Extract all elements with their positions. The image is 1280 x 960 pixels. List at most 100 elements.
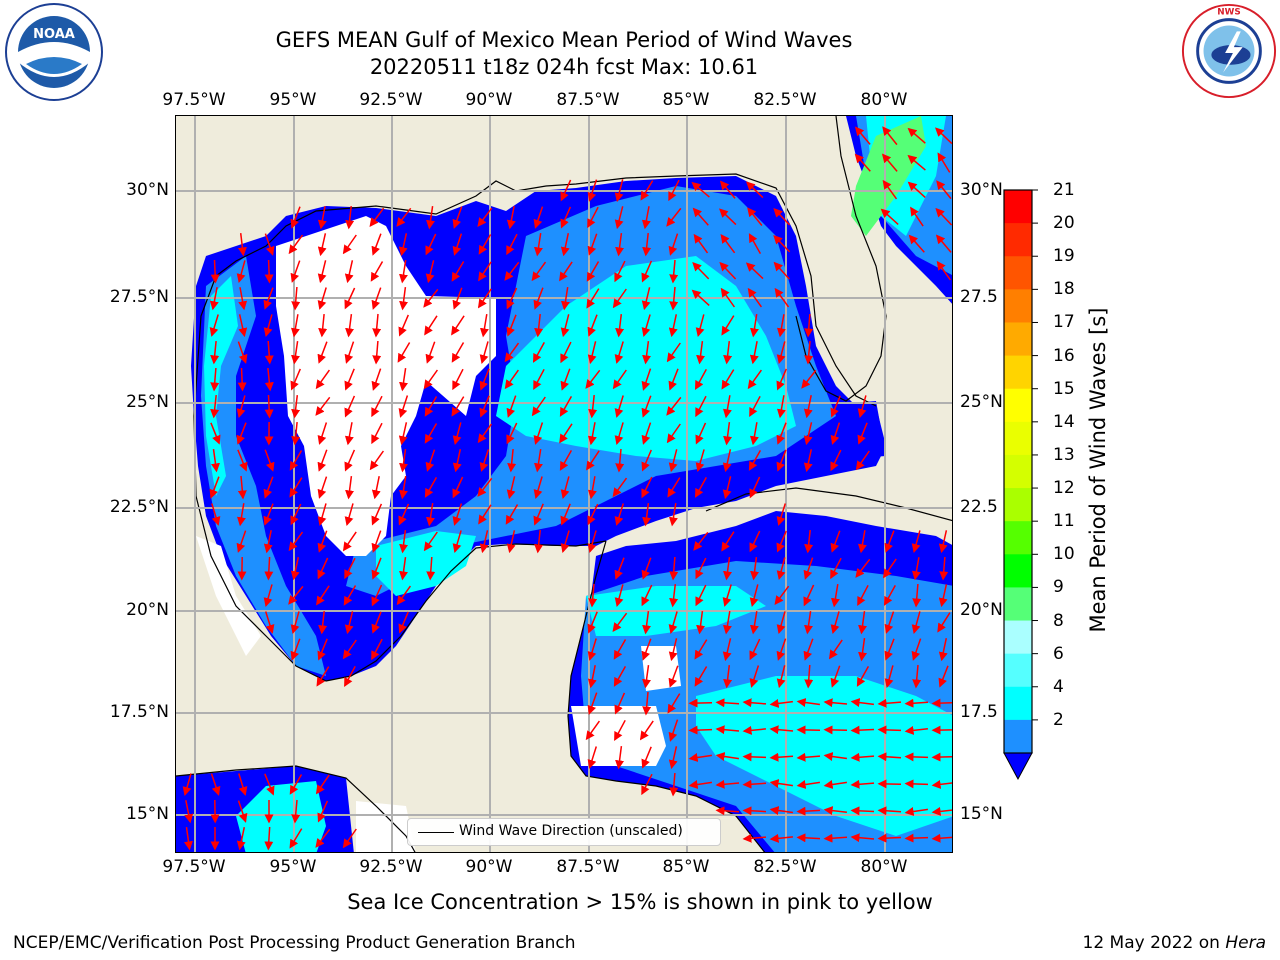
colorbar-tick-label: 18 (1053, 279, 1075, 300)
direction-arrow (856, 666, 870, 687)
direction-arrow (720, 233, 736, 254)
direction-arrow (769, 725, 794, 735)
direction-arrow (858, 637, 867, 662)
direction-arrow (533, 422, 544, 445)
direction-arrow (560, 530, 570, 553)
no-data-region-2 (571, 706, 666, 766)
direction-arrow (317, 422, 328, 445)
direction-arrow (742, 779, 767, 789)
direction-arrow (641, 584, 653, 607)
direction-arrow (290, 611, 300, 635)
direction-arrow (210, 422, 221, 445)
direction-arrow (804, 664, 814, 689)
direction-arrow (803, 638, 814, 661)
footer-host: Hera (1225, 933, 1266, 953)
direction-arrow (533, 503, 544, 526)
direction-arrow (666, 423, 681, 444)
direction-arrow (237, 341, 248, 364)
direction-arrow (746, 181, 764, 199)
direction-arrow (317, 287, 327, 310)
direction-arrow (742, 752, 767, 762)
direction-arrow (911, 611, 921, 635)
direction-arrow (452, 449, 462, 473)
direction-arrow (425, 260, 435, 284)
direction-arrow (858, 610, 867, 635)
direction-arrow (426, 556, 436, 581)
direction-arrow (776, 395, 786, 419)
direction-arrow (288, 234, 304, 255)
direction-arrow (911, 530, 921, 554)
direction-arrow (372, 313, 382, 338)
direction-arrow (264, 556, 274, 581)
direction-arrow (342, 828, 357, 849)
direction-arrow (585, 369, 601, 389)
direction-arrow (823, 752, 848, 761)
direction-arrow (506, 287, 518, 310)
direction-arrow (747, 287, 763, 308)
svg-text:NOAA: NOAA (33, 27, 75, 42)
direction-arrow (667, 693, 681, 714)
direction-arrow (850, 833, 875, 843)
colorbar-tick-label: 14 (1053, 411, 1075, 432)
direction-arrow (749, 395, 761, 418)
direction-arrow (749, 584, 759, 608)
direction-arrow (344, 260, 354, 284)
direction-arrow (850, 779, 875, 789)
direction-arrow (560, 341, 572, 364)
direction-arrow (209, 476, 220, 499)
colorbar-segment (1004, 554, 1032, 588)
direction-arrow (830, 449, 842, 472)
direction-arrow (804, 530, 814, 554)
direction-arrow (614, 503, 625, 526)
wind-wave-direction-arrows (182, 126, 952, 851)
lat-label-left: 17.5°N (109, 702, 169, 722)
direction-arrow (804, 340, 814, 365)
direction-arrow (264, 773, 275, 796)
direction-arrow (534, 448, 543, 473)
direction-arrow (880, 208, 899, 225)
direction-arrow (669, 556, 679, 581)
direction-arrow (884, 611, 895, 634)
lat-label-right: 15°N (960, 804, 1003, 824)
direction-arrow (587, 476, 597, 500)
direction-arrow (691, 181, 710, 198)
lat-label-left: 27.5°N (109, 287, 169, 307)
direction-arrow (423, 288, 439, 308)
direction-arrow (505, 504, 519, 525)
direction-arrow (669, 772, 679, 797)
colorbar-segment (1004, 488, 1032, 522)
map-legend: Wind Wave Direction (unscaled) (407, 818, 721, 846)
direction-arrow (877, 806, 902, 816)
direction-arrow (560, 206, 572, 229)
direction-arrow (641, 422, 652, 445)
direction-arrow (642, 503, 652, 527)
direction-arrow (641, 476, 653, 499)
direction-arrow (587, 503, 599, 526)
direction-arrow (723, 665, 733, 689)
direction-arrow (642, 664, 651, 689)
lat-label-right: 25°N (960, 392, 1003, 412)
direction-arrow (688, 725, 713, 735)
direction-arrow (506, 233, 518, 256)
direction-arrow (613, 666, 627, 687)
lon-label-top: 92.5°W (359, 90, 423, 110)
direction-arrow (559, 450, 573, 471)
direction-arrow (317, 341, 328, 364)
lon-label-bottom: 87.5°W (556, 857, 620, 877)
direction-arrow (722, 610, 732, 635)
lat-label-right: 22.5 (960, 497, 998, 517)
direction-arrow (478, 234, 492, 255)
direction-arrow (796, 752, 821, 762)
direction-arrow (742, 833, 767, 843)
lon-label-top: 80°W (860, 90, 908, 110)
direction-arrow (850, 725, 875, 735)
direction-arrow (695, 314, 705, 338)
direction-arrow (911, 557, 921, 581)
colorbar-tick-label: 6 (1053, 643, 1064, 664)
colorbar-tick-label: 20 (1053, 213, 1075, 234)
direction-arrow (587, 665, 597, 689)
colorbar-tick-label: 17 (1053, 312, 1075, 333)
direction-arrow (614, 395, 624, 418)
direction-arrow (290, 368, 301, 391)
direction-arrow (668, 502, 678, 527)
